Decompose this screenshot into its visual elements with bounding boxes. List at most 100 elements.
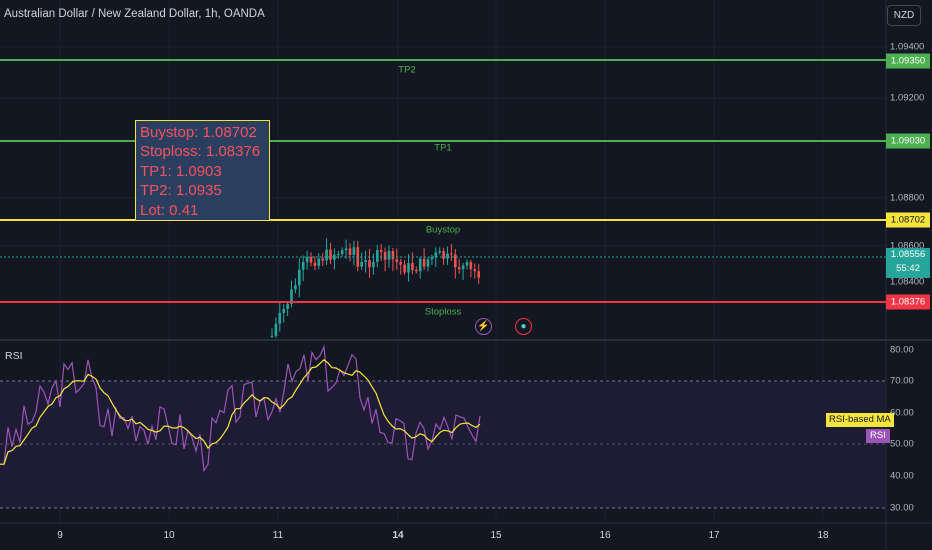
candle-body (399, 262, 402, 265)
price-tick: 1.08400 (890, 276, 925, 288)
time-tick: 17 (708, 530, 720, 541)
candle-body (348, 248, 352, 255)
candle-body (391, 250, 395, 260)
candles (270, 238, 480, 338)
candle-body (286, 303, 289, 310)
time-tick: 11 (272, 530, 284, 541)
time-tick: 16 (599, 530, 611, 541)
candle-body (387, 250, 391, 260)
rsi-tick: 80.00 (890, 344, 914, 356)
candle-body (340, 250, 344, 255)
candle-body (477, 271, 480, 278)
tp1-price-label: 1.09030 (886, 133, 930, 149)
rsi-line (0, 344, 481, 473)
candle-body (442, 250, 445, 259)
candle-body (329, 249, 332, 260)
time-tick: 9 (57, 530, 63, 541)
trade-note[interactable]: Buystop: 1.08702 Stoploss: 1.08376 TP1: … (135, 120, 270, 221)
candle-body (321, 258, 324, 261)
rsi-ma-line (0, 359, 481, 465)
note-line-tp2: TP2: 1.0935 (140, 182, 222, 200)
candle-body (430, 257, 434, 260)
rsi-pane-title[interactable]: RSI (5, 350, 23, 362)
candle-body (344, 248, 348, 251)
candle-body (450, 253, 453, 255)
candle-body (352, 247, 356, 255)
candle-body (465, 262, 469, 266)
candle-body (469, 262, 473, 270)
rsi-value-tag: RSI (866, 429, 890, 443)
time-tick: 18 (817, 530, 829, 541)
candle-body (325, 249, 328, 261)
chart-title: Australian Dollar / New Zealand Dollar, … (4, 8, 265, 20)
lightning-icon[interactable]: ⚡ (475, 318, 492, 335)
price-tick: 1.09400 (890, 41, 925, 53)
globe-icon[interactable]: ● (515, 318, 532, 335)
currency-button[interactable]: NZD (887, 5, 921, 26)
candle-body (383, 252, 387, 260)
candle-body (313, 262, 317, 266)
note-line-tp1: TP1: 1.0903 (140, 162, 222, 180)
candle-body (282, 309, 285, 313)
candle-body (434, 252, 438, 258)
candle-body (446, 253, 449, 259)
candle-body (278, 312, 282, 324)
candle-body (301, 262, 305, 270)
candle-body (473, 269, 477, 272)
note-line-lot: Lot: 0.41 (140, 201, 199, 219)
candle-body (454, 254, 457, 268)
time-tick: 14 (392, 530, 404, 541)
rsi-tick: 70.00 (890, 375, 914, 387)
candle-body (298, 269, 301, 286)
candle-body (333, 254, 336, 260)
bar-countdown: 55:42 (896, 263, 920, 274)
candle-body (461, 265, 465, 270)
stoploss-label: Stoploss (424, 306, 462, 318)
price-tick: 1.09200 (890, 92, 925, 104)
stoploss-price-label: 1.08376 (886, 294, 930, 310)
candle-body (309, 257, 313, 263)
current-price-value: 1.08556 (890, 249, 926, 260)
note-line-buystop: Buystop: 1.08702 (140, 124, 257, 141)
rsi-tick: 30.00 (890, 502, 914, 514)
buystop-price-label: 1.08702 (886, 212, 930, 228)
rsi-tick: 60.00 (890, 407, 914, 419)
candle-body (415, 270, 418, 272)
candle-body (305, 257, 309, 263)
candle-body (418, 258, 422, 272)
tp1-label: TP1 (434, 142, 452, 154)
candle-body (376, 250, 379, 262)
grid (0, 0, 886, 523)
tp2-price-label: 1.09350 (886, 53, 930, 69)
candle-body (290, 289, 293, 304)
candle-body (438, 250, 441, 253)
candle-body (360, 261, 363, 267)
candle-body (372, 261, 375, 268)
candle-body (337, 254, 340, 256)
candle-body (270, 335, 274, 337)
current-price-label: 1.08556 55:42 (886, 248, 930, 278)
candle-body (364, 260, 367, 262)
candle-body (395, 259, 399, 263)
candle-body (294, 285, 297, 290)
tp2-label: TP2 (398, 64, 416, 76)
candle-body (274, 323, 278, 336)
candle-body (368, 260, 371, 268)
rsi-tick: 40.00 (890, 470, 914, 482)
candle-body (403, 264, 406, 273)
candle-body (317, 258, 321, 266)
rsi-tick: 50.00 (890, 438, 914, 450)
price-tick: 1.08800 (890, 192, 925, 204)
candle-body (379, 250, 383, 253)
candle-body (426, 259, 430, 267)
note-line-stoploss: Stoploss: 1.08376 (140, 143, 261, 161)
candle-body (411, 263, 414, 271)
candle-body (407, 263, 410, 273)
time-tick: 10 (163, 530, 175, 541)
buystop-label: Buystop (425, 224, 461, 236)
rsi-ma-value-tag: RSI-based MA (826, 413, 894, 427)
candle-body (422, 258, 426, 267)
candle-body (457, 267, 461, 270)
time-tick: 15 (490, 530, 502, 541)
